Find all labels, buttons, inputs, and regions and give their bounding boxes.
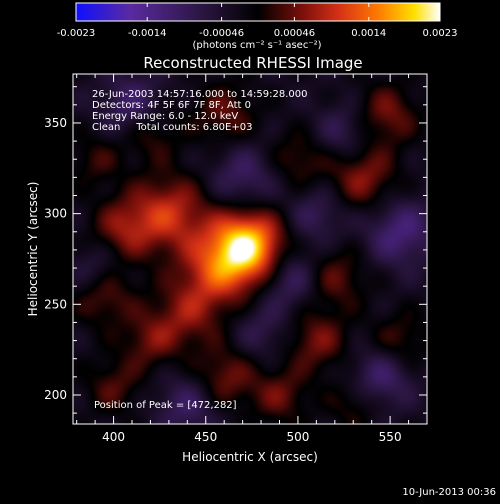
- axis-ticks: 400 450 500 550 200 250 300 350: [44, 74, 428, 444]
- x-tick-label: 400: [102, 430, 125, 444]
- colorbar-unit-label: (photons cm⁻² s⁻¹ asec⁻²): [192, 40, 321, 51]
- annotation-time-range: 26-Jun-2003 14:57:16.000 to 14:59:28.000: [92, 89, 308, 100]
- annotation-clean-counts: Clean Total counts: 6.80E+03: [92, 122, 252, 133]
- plot-frame: [72, 73, 428, 425]
- y-tick-label: 200: [44, 388, 67, 402]
- x-tick-label: 450: [194, 430, 217, 444]
- y-tick-label: 250: [44, 297, 67, 311]
- chart-title: Reconstructed RHESSI Image: [143, 54, 362, 72]
- peak-position-label: Position of Peak = [472,282]: [94, 400, 237, 411]
- colorbar-tick-label: -0.0023: [57, 28, 96, 39]
- annotation-detectors: Detectors: 4F 5F 6F 7F 8F, Att 0: [92, 100, 251, 111]
- colorbar-tick-label: 0.00046: [274, 28, 315, 39]
- x-axis-label: Heliocentric X (arcsec): [182, 450, 318, 464]
- colorbar-tick-label: 0.0023: [423, 28, 458, 39]
- colorbar-tick-label: -0.0014: [128, 28, 167, 39]
- footer-timestamp: 10-Jun-2013 00:36: [402, 487, 496, 498]
- colorbar: [75, 2, 441, 22]
- x-tick-label: 500: [286, 430, 309, 444]
- x-tick-label: 550: [379, 430, 402, 444]
- y-axis-label: Heliocentric Y (arcsec): [26, 182, 40, 317]
- colorbar-ticks: -0.0023 -0.0014 -0.00046 0.00046 0.0014 0.002…: [57, 3, 458, 39]
- colorbar-tick-label: 0.0014: [351, 28, 386, 39]
- annotation-energy-range: Energy Range: 6.0 - 12.0 keV: [92, 111, 238, 122]
- heatmap-image: [73, 74, 427, 424]
- y-tick-label: 300: [44, 207, 67, 221]
- colorbar-tick-label: -0.00046: [199, 28, 244, 39]
- y-tick-label: 350: [44, 116, 67, 130]
